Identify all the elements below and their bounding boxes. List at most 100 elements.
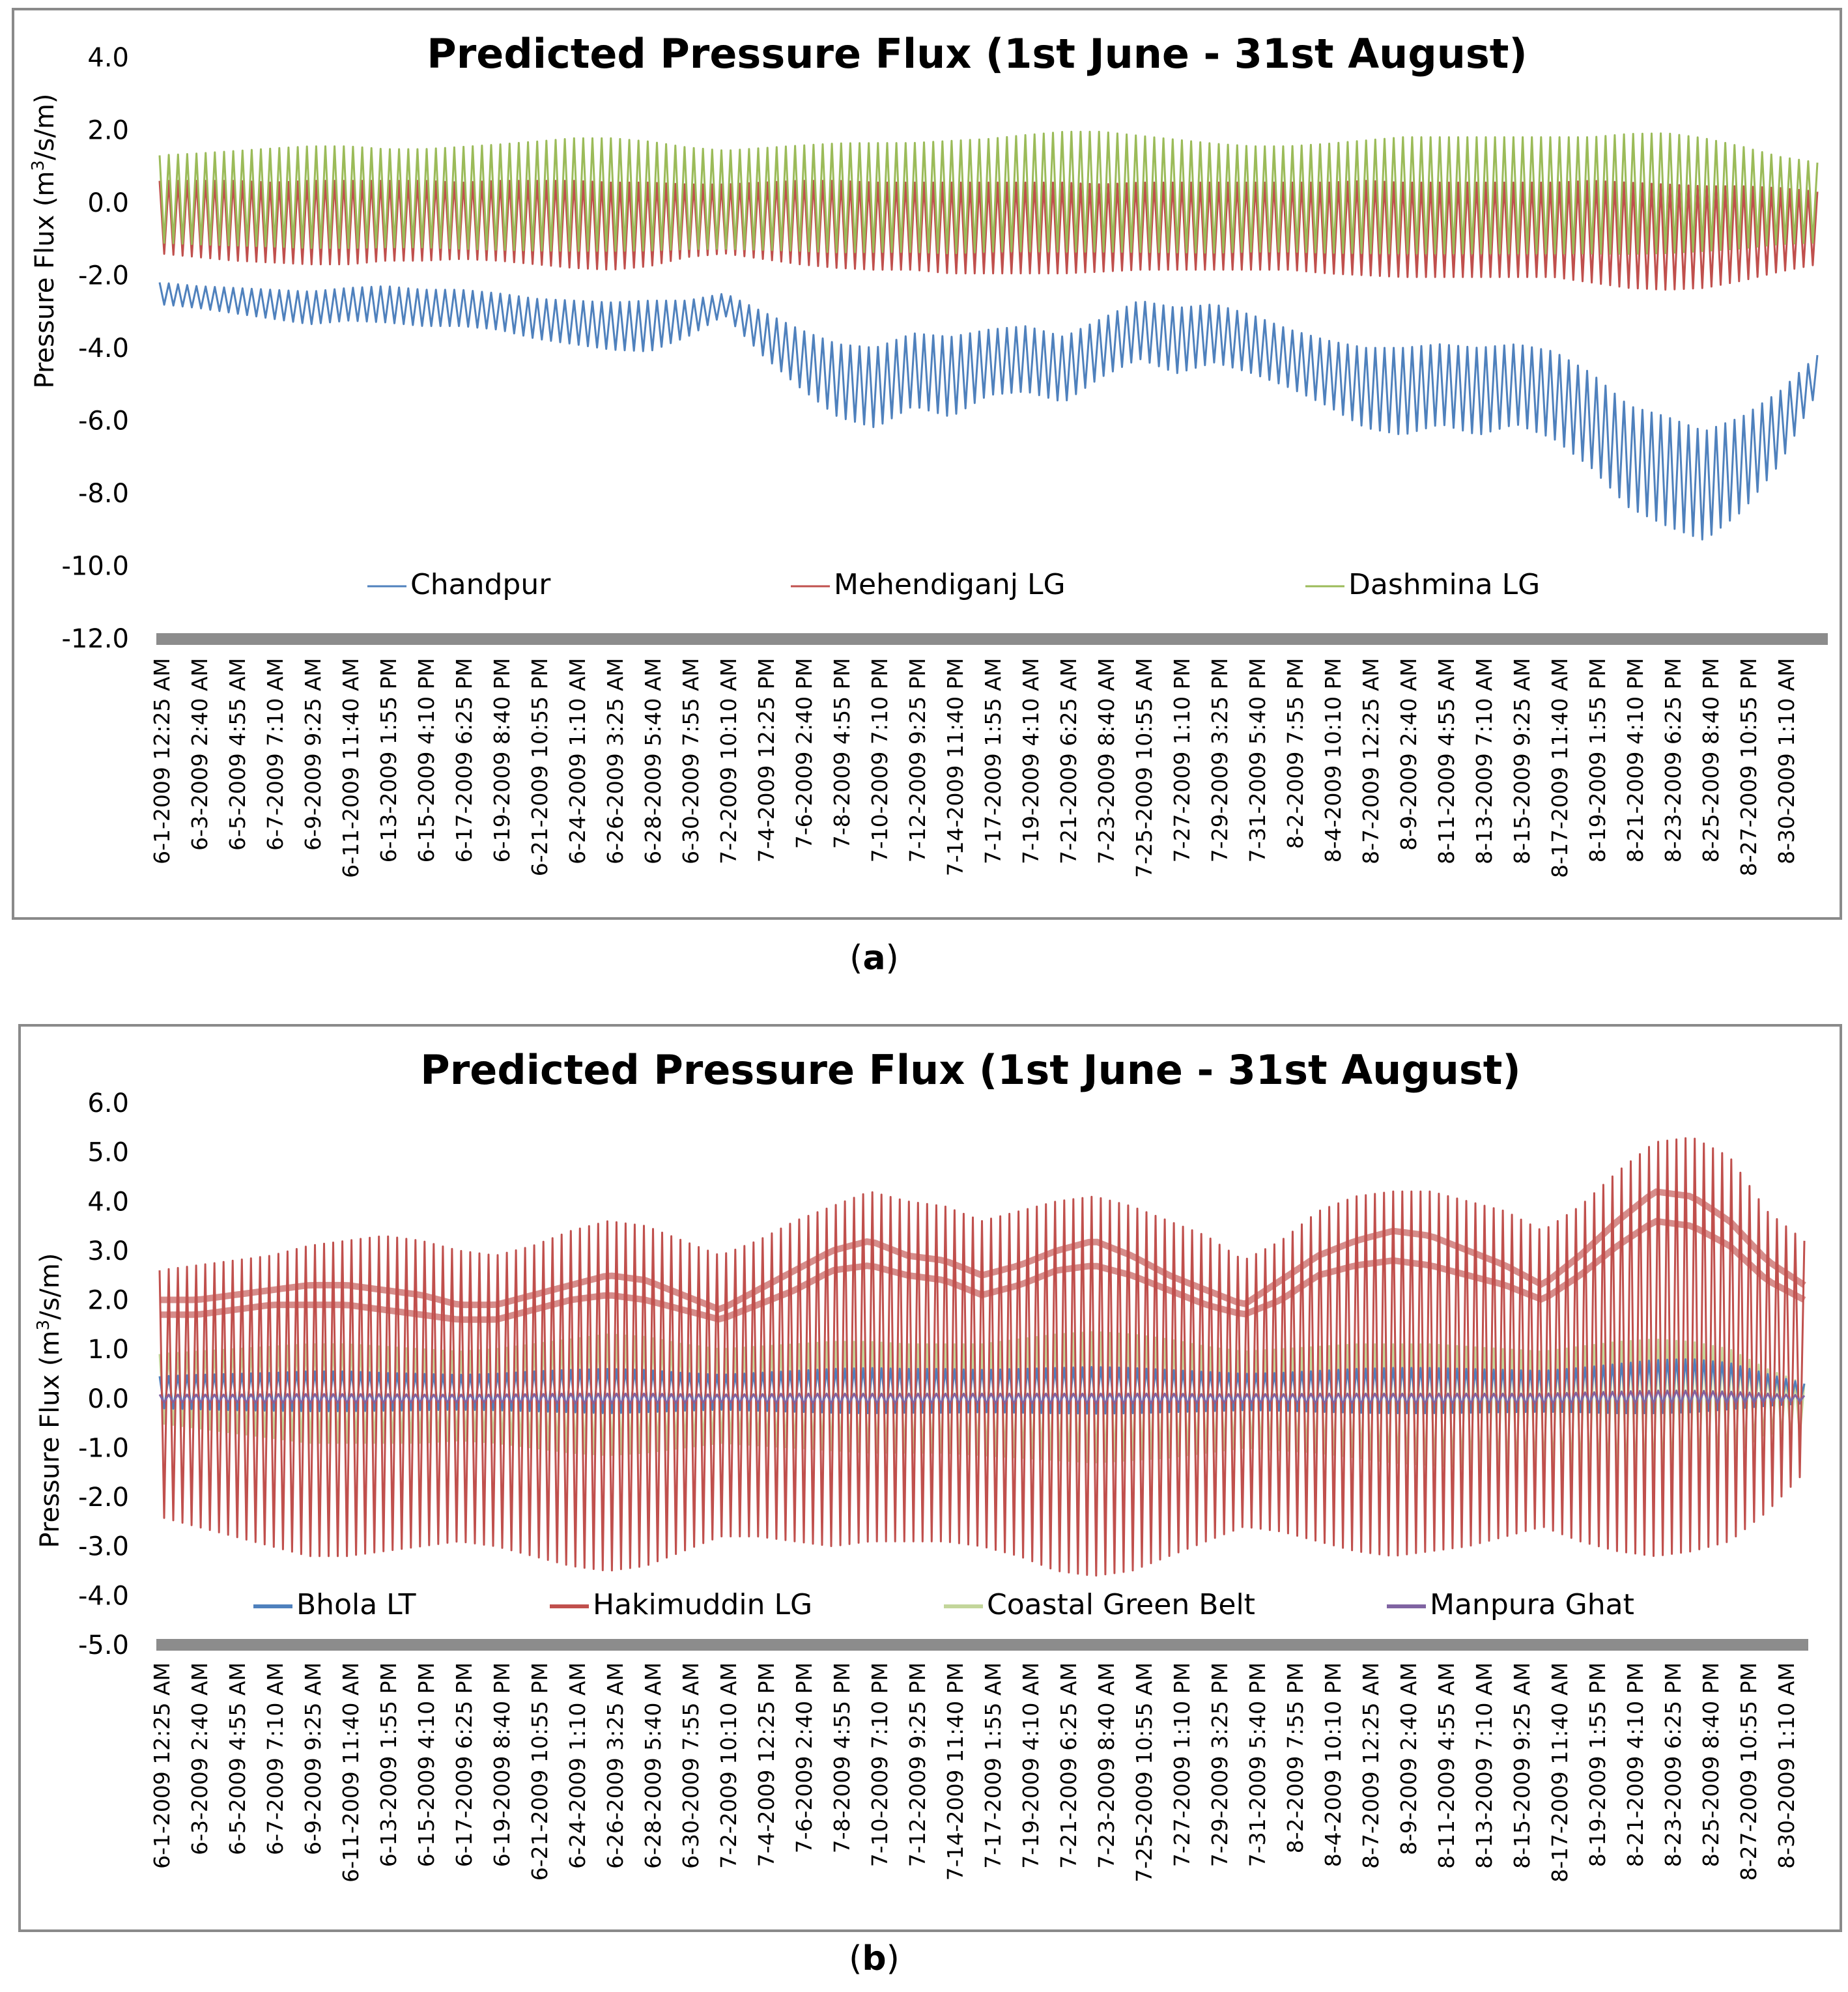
y-tick-label: -10.0	[62, 552, 130, 582]
legend-label: Mehendiganj LG	[834, 568, 1066, 601]
legend-label: Dashmina LG	[1348, 568, 1540, 601]
x-tick-label: 8-17-2009 11:40 AM	[1547, 1662, 1572, 1883]
y-tick-label: -12.0	[62, 624, 130, 654]
y-tick-label: 5.0	[87, 1138, 129, 1168]
x-tick-label: 7-21-2009 6:25 AM	[1056, 658, 1081, 864]
series-envelope-high-water-line	[160, 1188, 1806, 1313]
x-tick-label: 8-4-2009 10:10 PM	[1320, 658, 1346, 862]
x-tick-label: 6-7-2009 7:10 AM	[263, 658, 288, 851]
x-tick-label: 8-7-2009 12:25 AM	[1358, 658, 1384, 864]
y-tick-label: 1.0	[87, 1335, 129, 1365]
y-tick-label: -3.0	[78, 1532, 129, 1562]
series-line-manpura-ghat	[158, 1389, 1806, 1404]
x-tick-label: 7-2-2009 10:10 AM	[716, 658, 741, 864]
x-tick-label: 6-13-2009 1:55 PM	[376, 658, 401, 862]
y-tick-label: -4.0	[78, 1581, 129, 1611]
x-tick-label: 8-9-2009 2:40 AM	[1396, 658, 1421, 851]
chart-a-series-layer	[158, 130, 1819, 541]
series-line-coastal-green-belt	[158, 1331, 1806, 1473]
x-tick-label: 8-27-2009 10:55 PM	[1736, 658, 1761, 876]
x-tick-label: 7-6-2009 2:40 PM	[791, 1662, 817, 1853]
x-tick-label: 8-15-2009 9:25 AM	[1509, 1662, 1535, 1869]
chart-b-x-axis-bar	[156, 1639, 1808, 1651]
y-tick-label: -2.0	[78, 261, 129, 291]
x-tick-label: 7-14-2009 11:40 PM	[943, 658, 968, 876]
x-tick-label: 6-26-2009 3:25 AM	[603, 1662, 628, 1869]
x-tick-label: 6-17-2009 6:25 PM	[451, 1662, 477, 1867]
x-tick-label: 8-21-2009 4:10 PM	[1623, 1662, 1648, 1867]
x-tick-label: 6-21-2009 10:55 PM	[527, 1662, 552, 1881]
x-tick-label: 6-1-2009 12:25 AM	[149, 658, 175, 864]
x-tick-label: 7-4-2009 12:25 PM	[754, 1662, 779, 1867]
x-tick-label: 6-1-2009 12:25 AM	[149, 1662, 175, 1869]
series-line-hakimuddin-lg	[158, 1137, 1806, 1577]
chart-a-legend: Chandpur Mehendiganj LG Dashmina LG	[367, 568, 1540, 601]
y-tick-label: 6.0	[87, 1088, 129, 1118]
series-envelope-secondary-high	[160, 1217, 1806, 1323]
x-tick-label: 6-28-2009 5:40 AM	[640, 1662, 666, 1869]
chart-b-series-layer	[158, 1137, 1806, 1577]
x-tick-label: 8-25-2009 8:40 PM	[1698, 658, 1724, 862]
chart-b-x-ticks: 6-1-2009 12:25 AM 6-3-2009 2:40 AM 6-5-200…	[149, 1662, 1799, 1883]
x-tick-label: 8-30-2009 1:10 AM	[1774, 658, 1799, 864]
x-tick-label: 8-21-2009 4:10 PM	[1623, 658, 1648, 862]
legend-label: Chandpur	[410, 568, 551, 601]
x-tick-label: 7-6-2009 2:40 PM	[791, 658, 817, 849]
series-line-bhola-lt	[158, 1358, 1806, 1415]
chart-a-y-ticks: 4.0 2.0 0.0 -2.0 -4.0 -6.0 -8.0 -10.0 -12.0	[62, 43, 130, 654]
x-tick-label: 7-31-2009 5:40 PM	[1245, 1662, 1270, 1867]
x-tick-label: 7-2-2009 10:10 AM	[716, 1662, 741, 1869]
y-tick-label: -2.0	[78, 1483, 129, 1513]
x-tick-label: 8-19-2009 1:55 PM	[1585, 658, 1610, 862]
x-tick-label: 6-13-2009 1:55 PM	[376, 1662, 401, 1867]
caption-b: (b)	[849, 1939, 900, 1978]
x-tick-label: 7-27-2009 1:10 PM	[1169, 658, 1195, 862]
chart-b-y-ticks: 6.0 5.0 4.0 3.0 2.0 1.0 0.0 -1.0 -2.0 -3.0 -4.0 -5.…	[78, 1088, 129, 1660]
x-tick-label: 6-15-2009 4:10 PM	[414, 1662, 439, 1867]
x-tick-label: 6-24-2009 1:10 AM	[565, 658, 590, 864]
x-tick-label: 8-27-2009 10:55 PM	[1736, 1662, 1761, 1881]
x-tick-label: 8-11-2009 4:55 AM	[1434, 658, 1459, 864]
x-tick-label: 8-13-2009 7:10 AM	[1471, 1662, 1497, 1869]
x-tick-label: 7-23-2009 8:40 AM	[1094, 1662, 1119, 1869]
x-tick-label: 7-29-2009 3:25 PM	[1207, 1662, 1232, 1867]
x-tick-label: 6-5-2009 4:55 AM	[225, 658, 250, 851]
x-tick-label: 7-10-2009 7:10 PM	[867, 658, 892, 862]
x-tick-label: 7-10-2009 7:10 PM	[867, 1662, 892, 1867]
x-tick-label: 8-13-2009 7:10 AM	[1471, 658, 1497, 864]
x-tick-label: 7-21-2009 6:25 AM	[1056, 1662, 1081, 1869]
chart-a-x-axis-bar	[156, 633, 1828, 645]
chart-panel-b: Predicted Pressure Flux (1st June - 31st…	[18, 1024, 1842, 1932]
y-tick-label: 2.0	[87, 116, 129, 146]
x-tick-label: 7-31-2009 5:40 PM	[1245, 658, 1270, 862]
x-tick-label: 8-17-2009 11:40 AM	[1547, 658, 1572, 878]
x-tick-label: 7-8-2009 4:55 PM	[829, 658, 855, 849]
x-tick-label: 6-17-2009 6:25 PM	[451, 658, 477, 862]
x-tick-label: 6-30-2009 7:55 AM	[678, 1662, 704, 1869]
x-tick-label: 7-4-2009 12:25 PM	[754, 658, 779, 862]
x-tick-label: 7-29-2009 3:25 PM	[1207, 658, 1232, 862]
x-tick-label: 7-19-2009 4:10 AM	[1018, 658, 1044, 864]
y-tick-label: -1.0	[78, 1433, 129, 1463]
chart-a-x-ticks: 6-1-2009 12:25 AM 6-3-2009 2:40 AM 6-5-200…	[149, 658, 1799, 878]
chart-b-legend: Bhola LT Hakimuddin LG Coastal Green Belt M…	[253, 1588, 1634, 1621]
y-tick-label: 4.0	[87, 1187, 129, 1217]
caption-a: (a)	[849, 939, 899, 978]
x-tick-label: 7-25-2009 10:55 AM	[1131, 658, 1157, 878]
x-tick-label: 8-9-2009 2:40 AM	[1396, 1662, 1421, 1855]
x-tick-label: 8-30-2009 1:10 AM	[1774, 1662, 1799, 1869]
x-tick-label: 6-11-2009 11:40 AM	[338, 1662, 363, 1883]
y-tick-label: 0.0	[87, 1384, 129, 1414]
x-tick-label: 6-11-2009 11:40 AM	[338, 658, 363, 878]
y-tick-label: 2.0	[87, 1286, 129, 1316]
x-tick-label: 6-28-2009 5:40 AM	[640, 658, 666, 864]
x-tick-label: 6-5-2009 4:55 AM	[225, 1662, 250, 1855]
legend-label: Hakimuddin LG	[593, 1588, 812, 1621]
y-tick-label: 0.0	[87, 188, 129, 218]
y-tick-label: 4.0	[87, 43, 129, 73]
x-tick-label: 8-25-2009 8:40 PM	[1698, 1662, 1724, 1867]
x-tick-label: 6-19-2009 8:40 PM	[489, 658, 515, 862]
legend-label: Manpura Ghat	[1430, 1588, 1634, 1621]
x-tick-label: 6-24-2009 1:10 AM	[565, 1662, 590, 1869]
